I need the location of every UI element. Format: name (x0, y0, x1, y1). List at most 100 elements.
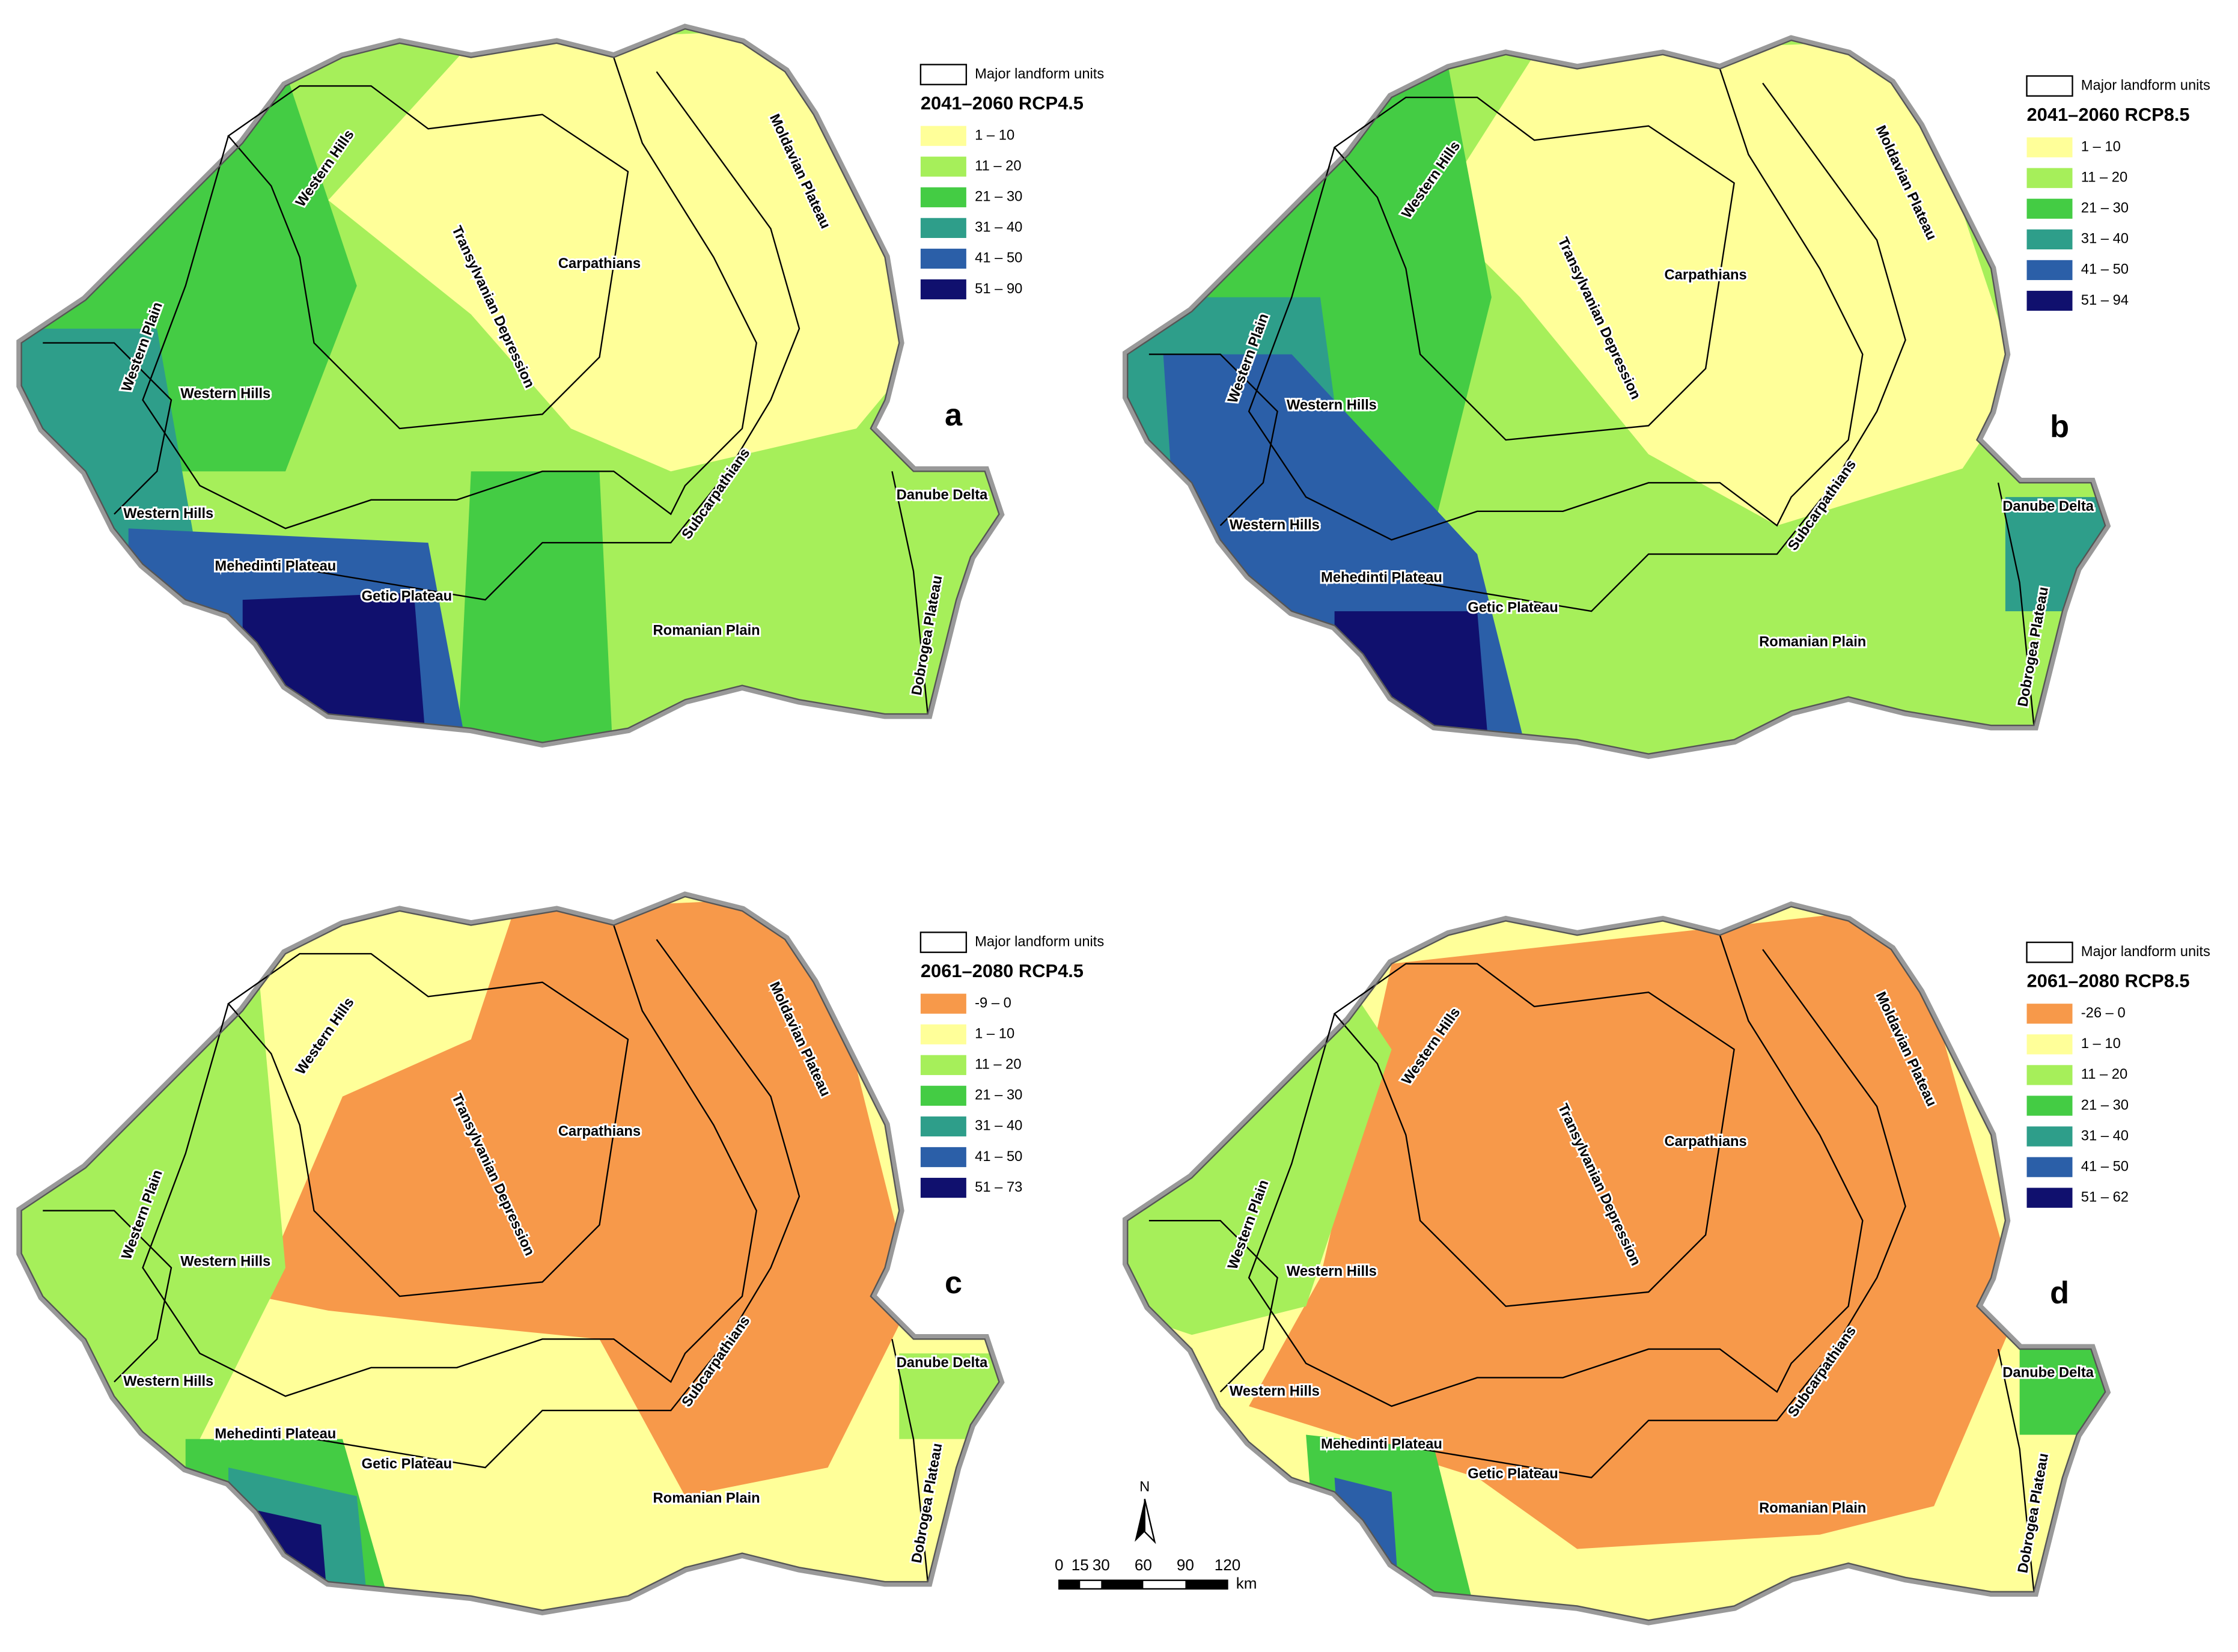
scale-bar-label: 90 (1177, 1556, 1194, 1574)
landform-label: Western Hills (123, 1373, 213, 1389)
legend-swatch (2026, 168, 2073, 188)
landform-boundary (1997, 483, 2035, 726)
choropleth (21, 29, 999, 743)
legend-label: 31 – 40 (2081, 1127, 2129, 1144)
panel-letter: c (945, 1266, 962, 1300)
legend-label: 51 – 62 (2081, 1189, 2129, 1205)
landform-label: Romanian Plain (1759, 1500, 1866, 1516)
landform-label: Danube Delta (897, 487, 989, 503)
scale-bar-segment (1101, 1580, 1144, 1589)
legend-label: 31 – 40 (2081, 231, 2129, 247)
legend-swatch (2026, 260, 2073, 281)
legend-boundary-swatch (919, 64, 968, 85)
legend-swatch (2026, 1065, 2073, 1085)
landform-label: Carpathians (558, 255, 641, 272)
legend-label: 11 – 20 (975, 158, 1021, 174)
legend-boundary-label: Major landform units (975, 933, 1104, 949)
legend-swatch (920, 248, 966, 269)
legend-label: 11 – 20 (2081, 169, 2127, 186)
legend-swatch (2026, 229, 2073, 249)
panel-letter: d (2050, 1275, 2069, 1310)
legend-swatch (920, 1116, 966, 1137)
landform-label: Western Hills (1230, 1383, 1320, 1399)
legend-swatch (920, 156, 966, 177)
legend-boundary-swatch (2026, 75, 2073, 97)
landform-boundary (227, 952, 629, 1297)
landform-boundary (891, 1339, 928, 1582)
climate-zone (1249, 906, 2020, 1549)
panel-letter: b (2050, 409, 2069, 444)
landform-label: Mehedinti Plateau (1321, 1436, 1442, 1452)
choropleth (1127, 40, 2106, 754)
legend-label: 31 – 40 (975, 1118, 1022, 1134)
landform-label: Carpathians (1664, 267, 1746, 283)
landform-label: Danube Delta (2002, 1365, 2094, 1381)
landform-label: Mehedinti Plateau (215, 1426, 336, 1442)
landform-label: Getic Plateau (362, 588, 452, 605)
climate-zone (1434, 40, 2020, 526)
legend-label: 31 – 40 (975, 219, 1022, 236)
legend-swatch (920, 126, 966, 146)
scale-bar-segment (1059, 1580, 1081, 1589)
legend-swatch (920, 993, 966, 1014)
legend-label: 41 – 50 (2081, 1158, 2129, 1174)
landform-boundary (142, 925, 757, 1397)
scale-bar-label: 15 (1072, 1556, 1089, 1574)
legend-swatch (920, 218, 966, 238)
landform-label: Western Hills (180, 1253, 270, 1269)
legend-label: 21 – 30 (975, 189, 1022, 205)
north-arrow: N (1135, 1479, 1156, 1544)
landform-label: Western Hills (1287, 1263, 1377, 1279)
legend-label: 51 – 94 (2081, 292, 2129, 308)
legend-boundary-label: Major landform units (2081, 943, 2210, 960)
landform-label: Romanian Plain (653, 623, 760, 639)
landform-boundary (1148, 1220, 1278, 1393)
climate-zone (1334, 611, 1492, 754)
climate-zone (457, 471, 614, 743)
landform-label: Mehedinti Plateau (1321, 570, 1442, 586)
scale-bar-unit: km (1236, 1574, 1257, 1593)
landform-label: Western Hills (123, 505, 213, 522)
legend-swatch (920, 279, 966, 300)
landform-boundary (1333, 96, 1735, 441)
legend-label: 41 – 50 (975, 250, 1022, 266)
legend-swatch (2026, 1034, 2073, 1055)
climate-zone (2019, 1349, 2106, 1435)
landform-label: Western Hills (180, 385, 270, 401)
legend-label: 1 – 10 (975, 127, 1014, 143)
legend-label: 51 – 90 (975, 281, 1022, 297)
landform-label: Carpathians (558, 1123, 641, 1139)
legend-label: 1 – 10 (2081, 1035, 2121, 1052)
legend-swatch (2026, 1004, 2073, 1024)
landform-boundary (314, 71, 800, 601)
legend-label: 41 – 50 (2081, 261, 2129, 278)
climate-zone (257, 897, 913, 1496)
scale-bar-label: 0 (1055, 1556, 1064, 1574)
climate-zone (328, 29, 928, 472)
scale-bar-label: 60 (1135, 1556, 1152, 1574)
north-label: N (1139, 1479, 1150, 1495)
landform-boundary (43, 1210, 172, 1383)
panel-letter: a (945, 398, 963, 433)
landform-boundary (1419, 82, 1906, 612)
landform-label: Mehedinti Plateau (215, 558, 336, 575)
legend-label: 1 – 10 (2081, 138, 2121, 154)
legend-boundary-swatch (919, 931, 968, 953)
landform-boundary (314, 939, 800, 1469)
choropleth (21, 897, 999, 1611)
legend-swatch (920, 1055, 966, 1075)
legend-swatch (2026, 290, 2073, 311)
legend-swatch (2026, 137, 2073, 157)
legend-label: 41 – 50 (975, 1148, 1022, 1165)
legend-swatch (920, 187, 966, 207)
legend-swatch (920, 1177, 966, 1198)
legend-swatch (2026, 1157, 2073, 1177)
legend-swatch (920, 1085, 966, 1106)
landform-label: Getic Plateau (1468, 1466, 1558, 1482)
legend-label: 21 – 30 (2081, 200, 2129, 216)
legend-swatch (2026, 198, 2073, 219)
